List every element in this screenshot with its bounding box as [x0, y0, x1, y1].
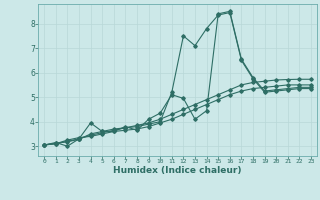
- X-axis label: Humidex (Indice chaleur): Humidex (Indice chaleur): [113, 166, 242, 175]
